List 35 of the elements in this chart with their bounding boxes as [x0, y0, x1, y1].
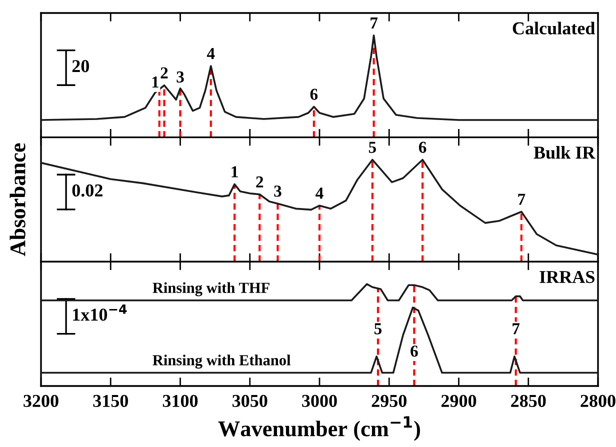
annotation: 7	[518, 194, 526, 205]
x-tick-label: 3000	[302, 394, 337, 408]
x-tick-label: 2950	[372, 394, 406, 408]
text: Bulk IR	[534, 146, 596, 159]
annotation: 1	[232, 166, 238, 178]
annotation: 2	[160, 67, 168, 78]
annotation: 6	[310, 88, 318, 100]
x-tick-label: 2800	[580, 394, 616, 408]
annotation: 5	[374, 323, 382, 334]
text: IRRAS	[540, 270, 594, 284]
annotation: 3	[274, 186, 282, 197]
x-tick-label: 3200	[24, 394, 58, 408]
annotation: 20	[72, 60, 89, 72]
annotation: 1	[152, 76, 158, 88]
x-tick-label: 3100	[162, 394, 198, 408]
annotation: 6	[410, 346, 418, 357]
x-tick-label: 2850	[511, 394, 546, 408]
annotation: 6	[418, 142, 426, 153]
annotation: 3	[176, 71, 184, 83]
annotation: 4	[316, 188, 324, 199]
annotation: 4	[206, 48, 215, 60]
series-label: Rinsing with Ethanol	[152, 354, 291, 369]
x-tick-label: 2900	[441, 394, 476, 408]
x-tick-label: 3050	[232, 394, 268, 408]
annotation: 2	[256, 176, 264, 188]
annotation: 1x10$^{−4}$	[73, 304, 127, 321]
annotation: 0.02	[72, 184, 102, 197]
x-axis-title: Wavenumber (cm$^{−1}$)	[218, 416, 420, 441]
x-tick-label: 3150	[93, 394, 128, 408]
annotation: 7	[512, 323, 520, 334]
text: Calculated	[512, 22, 596, 34]
y-axis-title: Absorbance	[10, 143, 26, 256]
annotation: 7	[370, 18, 378, 28]
annotation: 5	[368, 142, 376, 153]
series-label: Rinsing with THF	[152, 282, 270, 296]
